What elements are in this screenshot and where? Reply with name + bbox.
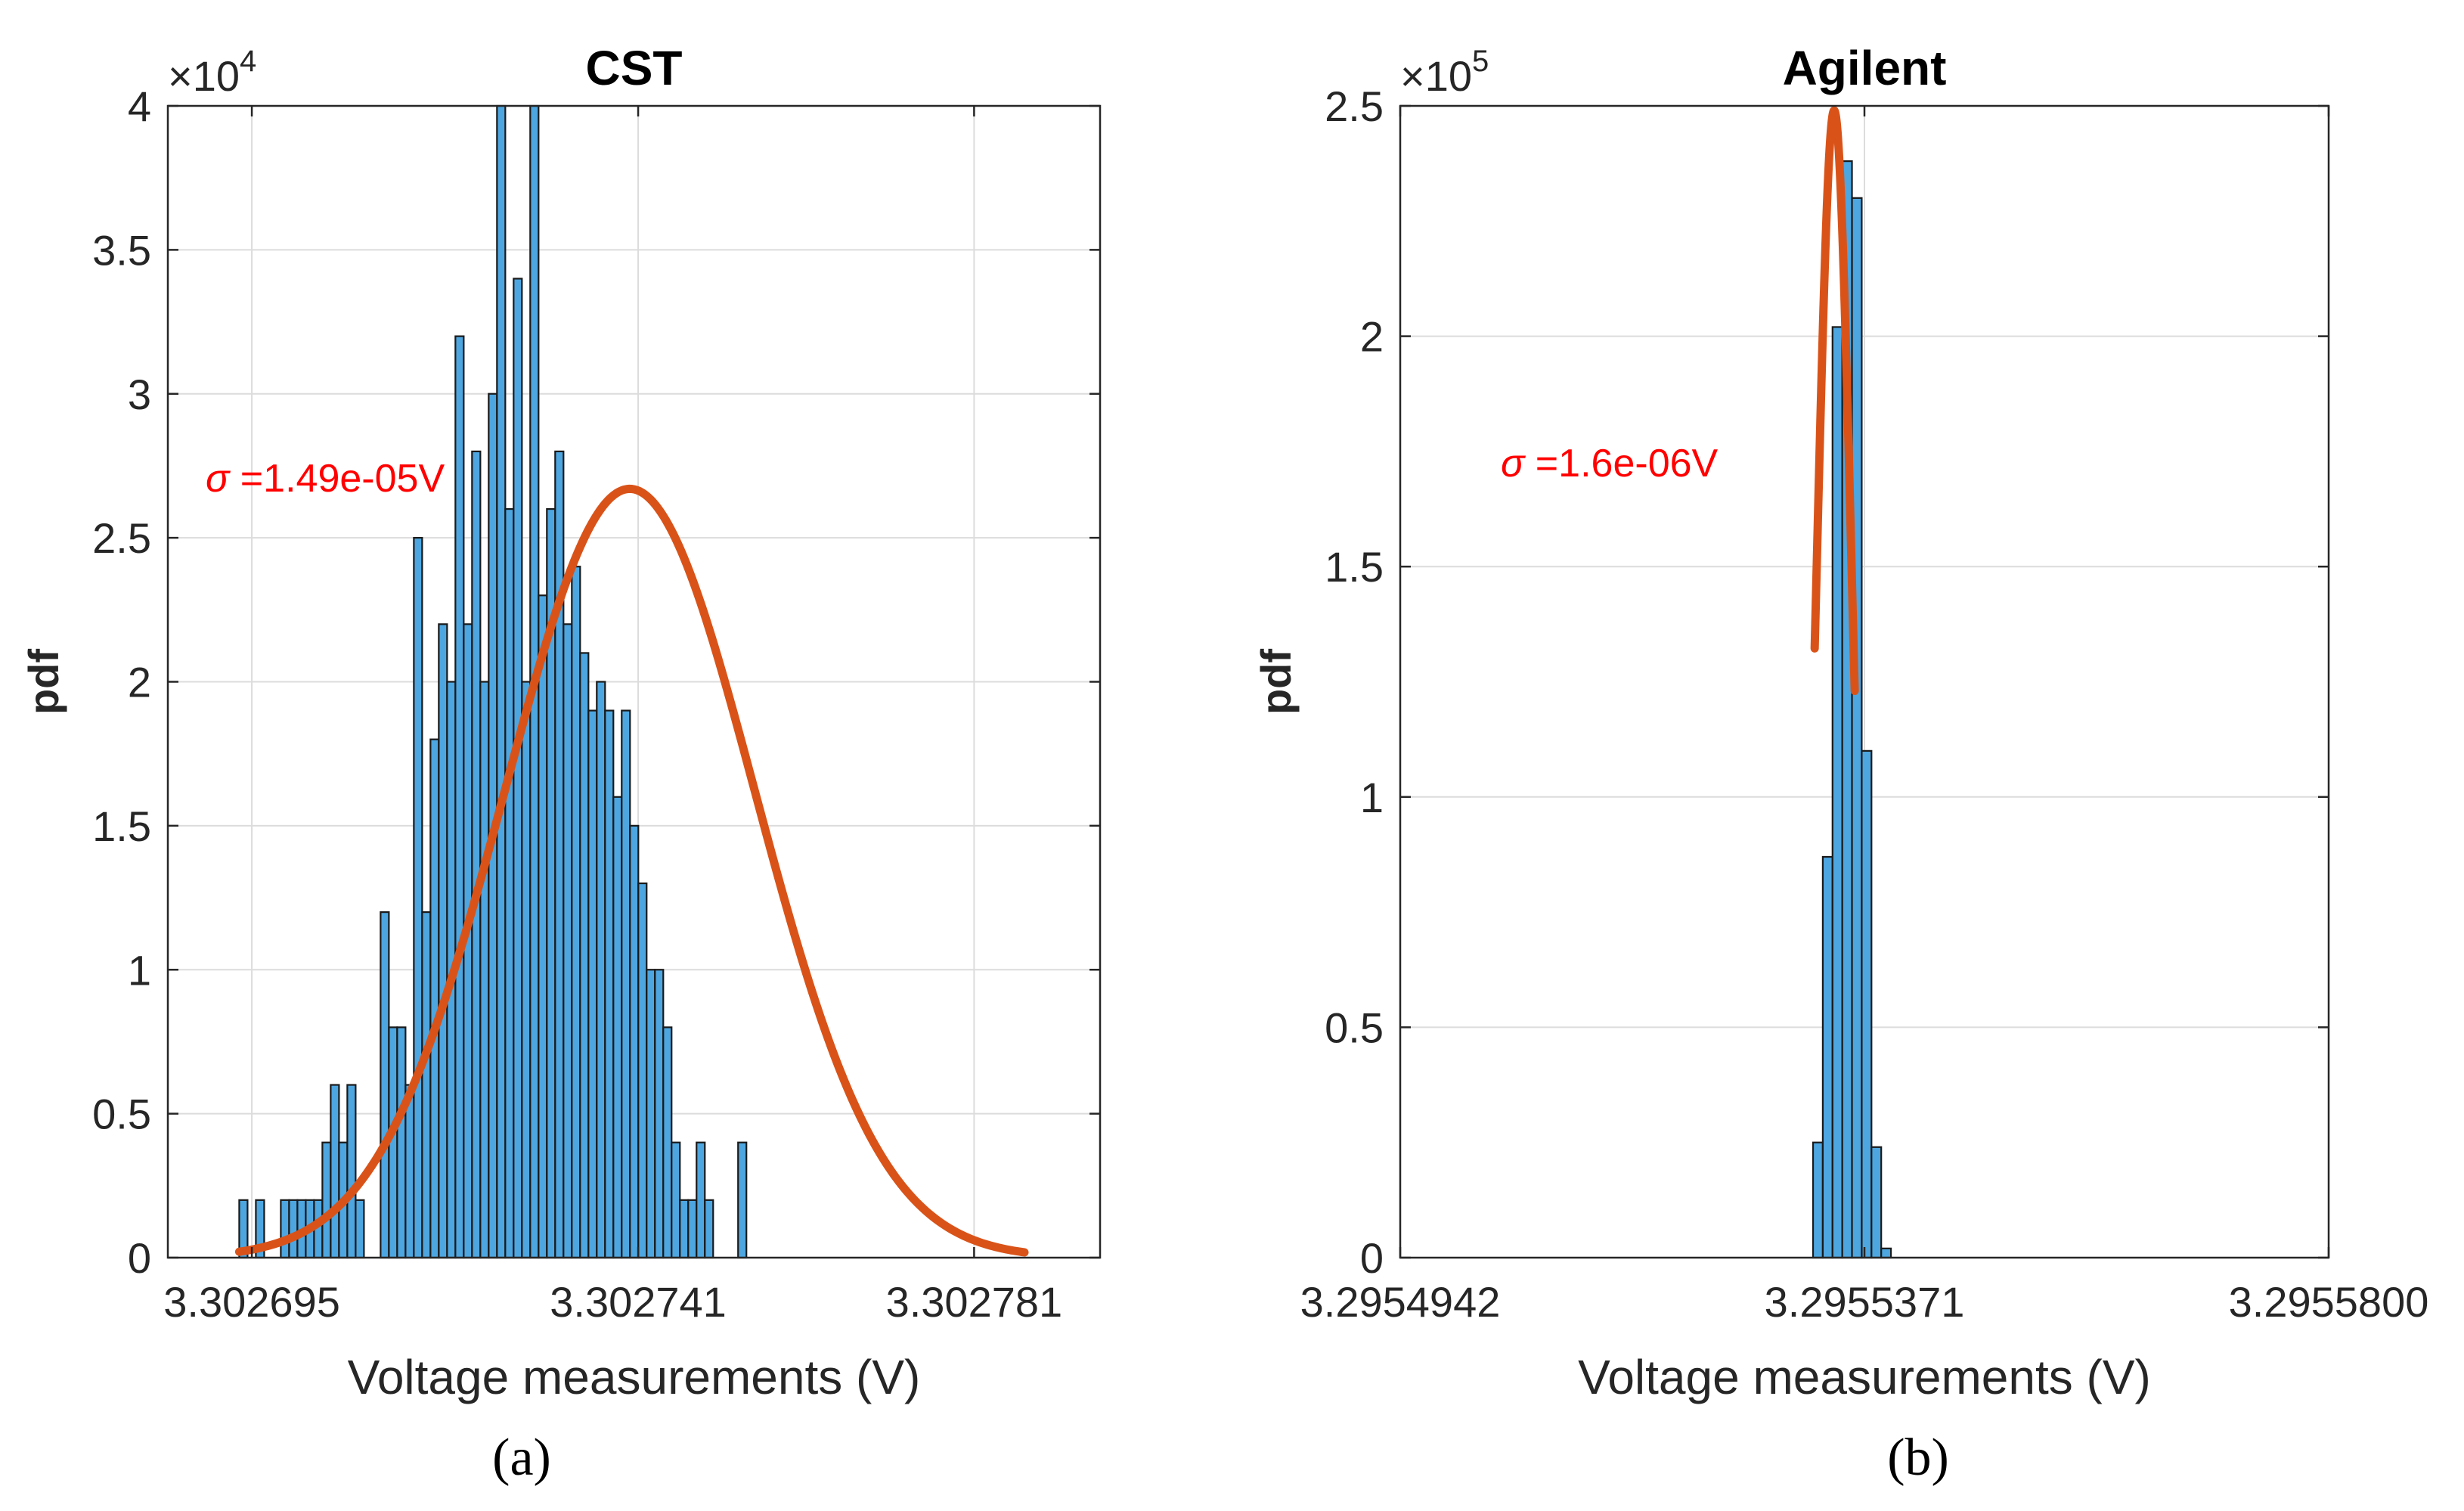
y-axis-exponent: ×105: [1400, 45, 1489, 100]
y-exponent-power: 5: [1472, 45, 1489, 78]
x-tick-label: 3.302695: [163, 1278, 340, 1326]
histogram-bar: [704, 1199, 714, 1259]
histogram-bar: [471, 450, 482, 1259]
histogram-bar: [687, 1199, 698, 1259]
normal-fit-curve: [1810, 106, 1859, 696]
histogram-bar: [604, 709, 615, 1259]
histogram-bar: [413, 537, 423, 1259]
histogram-bar: [355, 1199, 365, 1259]
y-axis-exponent: ×104: [168, 45, 256, 100]
y-tick-label: 3: [128, 371, 151, 418]
sigma-symbol: σ: [206, 457, 231, 501]
histogram-bar: [521, 681, 532, 1259]
x-tick-label: 3.2955800: [2229, 1278, 2429, 1326]
histogram-bar: [629, 824, 640, 1259]
y-tick-label: 0: [1360, 1234, 1384, 1282]
histogram-bar: [538, 594, 548, 1259]
y-exponent-base: ×10: [168, 52, 240, 100]
histogram-bar: [1821, 855, 1833, 1259]
histogram-bar: [504, 507, 515, 1259]
y-tick-label: 2.5: [92, 514, 151, 562]
histogram-bar: [696, 1141, 706, 1259]
y-tick-label: 1.5: [92, 802, 151, 850]
y-tick-label: 4: [128, 82, 151, 130]
panel-label: (b): [1887, 1429, 1949, 1487]
panel-label: (a): [492, 1429, 551, 1487]
x-axis-label: Voltage measurements (V): [348, 1350, 921, 1404]
histogram-bar: [479, 681, 490, 1259]
y-tick-label: 3.5: [92, 226, 151, 274]
histogram-bar: [1831, 326, 1843, 1259]
histogram-bar: [280, 1199, 290, 1259]
chart-panel-b: 0 0.5 1 1.5 2 2.5 3.2954942 3.2955371 3.2955800 ×…: [1252, 41, 2428, 1487]
histogram-bar: [404, 1084, 415, 1259]
histogram-bar: [429, 738, 440, 1259]
y-exponent-power: 4: [240, 45, 256, 78]
histogram-bar: [612, 796, 623, 1259]
histogram-bar: [637, 882, 648, 1259]
chart-title: CST: [586, 41, 683, 95]
histogram-bar: [646, 969, 656, 1259]
histogram-bar: [554, 450, 565, 1259]
y-axis-label: pdf: [1252, 649, 1300, 715]
sigma-value: =1.6e-06V: [1524, 442, 1718, 486]
histogram-bar: [737, 1141, 748, 1259]
histogram-bar: [496, 104, 507, 1259]
y-exponent-base: ×10: [1400, 52, 1472, 100]
y-tick-label: 1.5: [1325, 543, 1384, 591]
x-tick-label: 3.2954942: [1300, 1278, 1501, 1326]
histogram-bar: [421, 911, 432, 1259]
histogram-bar: [396, 1026, 407, 1259]
histogram-bar: [654, 969, 665, 1259]
x-tick-label: 3.302781: [886, 1278, 1063, 1326]
y-tick-label: 2: [1360, 313, 1384, 361]
histogram-bar: [621, 709, 631, 1259]
y-tick-label: 0.5: [1325, 1004, 1384, 1051]
chart-panel-a: 0 0.5 1 1.5 2 2.5 3 3.5 4 3.302695 3.302741 3.30278…: [20, 41, 1102, 1487]
x-tick-label: 3.302741: [550, 1278, 727, 1326]
histogram-bar: [1880, 1247, 1892, 1259]
histogram-bar: [1812, 1141, 1824, 1259]
histogram-bar: [679, 1199, 690, 1259]
y-axis-label: pdf: [20, 649, 67, 715]
histogram-bar: [596, 681, 606, 1259]
histogram-bar: [1851, 197, 1863, 1259]
y-tick-label: 1: [1360, 774, 1384, 821]
histogram-bar: [454, 335, 465, 1259]
y-tick-label: 2: [128, 659, 151, 706]
histogram-bar: [438, 623, 448, 1259]
histogram-bar: [662, 1026, 673, 1259]
x-axis-label: Voltage measurements (V): [1578, 1350, 2151, 1404]
x-tick-label: 3.2955371: [1765, 1278, 1965, 1326]
y-tick-label: 2.5: [1325, 82, 1384, 130]
histogram-bar: [346, 1084, 357, 1259]
histogram-bar: [330, 1084, 340, 1259]
sigma-value: =1.49e-05V: [229, 457, 445, 501]
normal-fit-curve: [234, 484, 1029, 1257]
histogram-bar: [587, 709, 598, 1259]
histogram-bar: [380, 911, 390, 1259]
sigma-symbol: σ: [1501, 442, 1526, 486]
histogram-bar: [671, 1141, 681, 1259]
histogram-bar: [1861, 749, 1873, 1259]
sigma-annotation: σ =1.6e-06V: [1501, 442, 1719, 486]
histogram-bar: [563, 623, 573, 1259]
histogram-bar: [288, 1199, 299, 1259]
sigma-annotation: σ =1.49e-05V: [206, 457, 445, 501]
chart-title: Agilent: [1783, 41, 1947, 95]
histogram-bar: [321, 1141, 332, 1259]
histogram-bar: [1870, 1146, 1883, 1259]
y-tick-label: 0.5: [92, 1091, 151, 1138]
histogram-bar: [571, 566, 581, 1259]
y-tick-label: 0: [128, 1234, 151, 1282]
histogram-bar: [579, 652, 590, 1259]
y-tick-label: 1: [128, 946, 151, 994]
